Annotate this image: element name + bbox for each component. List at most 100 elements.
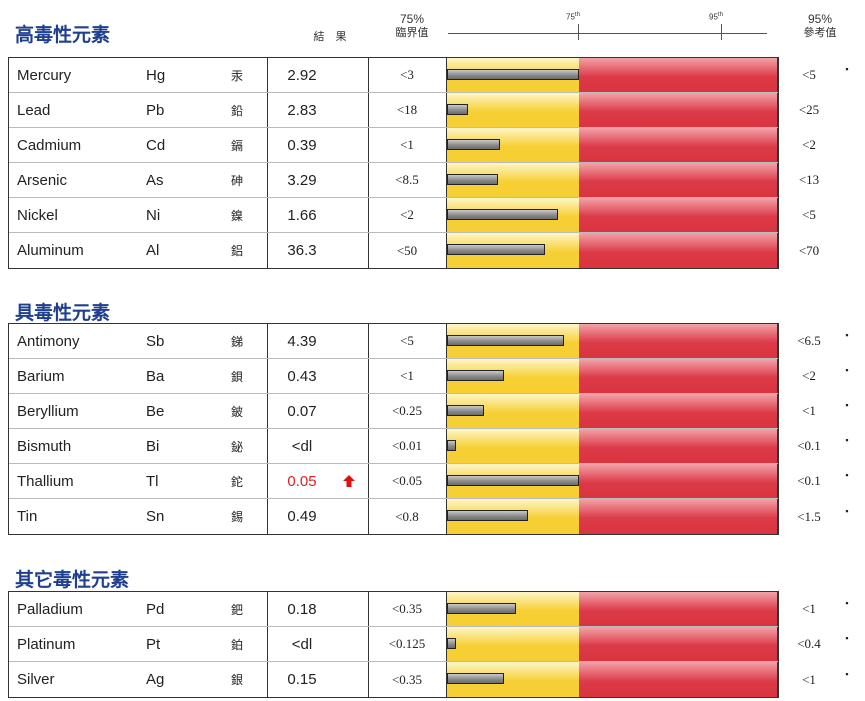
element-chinese-name: 鉈	[231, 474, 244, 489]
marker-dot: ▪	[845, 365, 849, 375]
table-row: Lead Pb 鉛 2.83 <18 <25	[9, 93, 819, 128]
table-row: Aluminum Al 鋁 36.3 <50 <70	[9, 233, 819, 268]
column-divider	[777, 394, 778, 428]
column-divider	[777, 233, 778, 268]
column-divider	[368, 58, 369, 92]
column-divider	[368, 394, 369, 428]
column-divider	[267, 662, 268, 697]
reference-value: <1	[802, 601, 816, 616]
column-divider	[267, 464, 268, 498]
element-chinese-name: 錫	[231, 510, 244, 524]
reference-value: <1	[802, 403, 816, 418]
level-bar	[447, 510, 528, 521]
column-divider	[267, 198, 268, 232]
level-bar	[447, 209, 558, 220]
reference-value: <6.5	[797, 333, 821, 348]
element-chinese-name: 鋇	[231, 369, 244, 384]
up-arrow-icon	[339, 464, 359, 498]
threshold-column-header: 75% 臨界值	[382, 12, 442, 40]
column-divider	[267, 627, 268, 661]
column-divider	[446, 429, 447, 463]
level-bar	[447, 405, 484, 416]
column-divider	[368, 93, 369, 127]
column-divider	[267, 499, 268, 534]
threshold-value: <0.25	[391, 403, 423, 418]
element-chinese-name: 鉛	[231, 103, 244, 118]
normal-range-band	[446, 93, 579, 127]
reference-value: <0.4	[797, 636, 821, 651]
reference-value: <25	[798, 102, 820, 117]
element-symbol: Pd	[146, 600, 165, 618]
level-bar	[447, 69, 579, 80]
element-name: Beryllium	[17, 402, 79, 420]
table-row: Tin Sn 錫 0.49 <0.8 <1.5 ▪	[9, 499, 849, 534]
threshold-percent: 75%	[399, 12, 425, 26]
column-divider	[446, 233, 447, 268]
threshold-value: <0.05	[391, 473, 423, 488]
result-value: <dl	[291, 437, 313, 455]
percentile-95-tick	[721, 24, 722, 40]
marker-dot: ▪	[845, 633, 849, 643]
column-divider	[446, 163, 447, 197]
marker-dot: ▪	[845, 435, 849, 445]
element-chinese-name: 汞	[231, 68, 244, 83]
column-divider	[777, 198, 778, 232]
elevated-range-band	[579, 627, 777, 661]
section-title: 其它毒性元素	[15, 569, 130, 591]
threshold-value: <1	[400, 137, 414, 152]
column-divider	[368, 429, 369, 463]
column-divider	[368, 128, 369, 162]
reference-value: <2	[802, 137, 816, 152]
element-chinese-name: 鎳	[231, 208, 244, 223]
section-title: 具毒性元素	[15, 302, 111, 324]
element-chinese-name: 鋁	[231, 244, 244, 258]
table-row: Antimony Sb 銻 4.39 <5 <6.5 ▪	[9, 324, 849, 359]
element-table-toxic: Antimony Sb 銻 4.39 <5 <6.5 ▪ Barium Ba 鋇 0.43 <1 <2 ▪…	[8, 323, 849, 535]
column-divider	[777, 163, 778, 197]
threshold-value: <0.125	[388, 636, 426, 651]
level-bar	[447, 104, 468, 115]
table-row: Arsenic As 砷 3.29 <8.5 <13	[9, 163, 819, 198]
element-chinese-name: 銻	[231, 334, 244, 349]
element-name: Tin	[17, 508, 38, 525]
column-divider	[446, 499, 447, 534]
element-symbol: Al	[146, 242, 160, 259]
threshold-value: <0.8	[395, 508, 419, 524]
marker-dot: ▪	[845, 330, 849, 340]
column-divider	[777, 662, 778, 697]
threshold-value: <0.35	[391, 601, 423, 616]
column-divider	[777, 429, 778, 463]
column-divider	[446, 198, 447, 232]
column-divider	[368, 233, 369, 268]
result-value: <dl	[291, 635, 313, 653]
column-divider	[446, 58, 447, 92]
table-row: Silver Ag 銀 0.15 <0.35 <1 ▪	[9, 662, 849, 697]
element-name: Arsenic	[17, 171, 68, 189]
table-row: Platinum Pt 鉑 <dl <0.125 <0.4 ▪	[9, 627, 849, 662]
result-value: 0.39	[287, 136, 317, 154]
result-value: 0.07	[287, 402, 317, 420]
reference-value: <5	[802, 207, 816, 222]
column-divider	[267, 324, 268, 358]
element-name: Palladium	[17, 600, 83, 618]
column-divider	[368, 163, 369, 197]
marker-dot: ▪	[845, 400, 849, 410]
elevated-range-band	[579, 464, 777, 498]
column-divider	[267, 93, 268, 127]
table-row: Beryllium Be 鈹 0.07 <0.25 <1 ▪	[9, 394, 849, 429]
level-bar	[447, 440, 456, 451]
threshold-value: <1	[400, 368, 414, 383]
column-divider	[368, 662, 369, 697]
elevated-range-band	[579, 93, 777, 127]
normal-range-band	[446, 627, 579, 661]
table-row: Palladium Pd 鈀 0.18 <0.35 <1 ▪	[9, 592, 849, 627]
column-divider	[368, 592, 369, 626]
column-divider	[267, 163, 268, 197]
element-symbol: Ni	[146, 206, 161, 224]
result-value: 3.29	[287, 171, 317, 189]
element-name: Antimony	[17, 332, 80, 350]
elevated-range-band	[579, 128, 777, 162]
reference-value: <0.1	[797, 473, 821, 488]
column-divider	[777, 592, 778, 626]
elevated-range-band	[579, 198, 777, 232]
